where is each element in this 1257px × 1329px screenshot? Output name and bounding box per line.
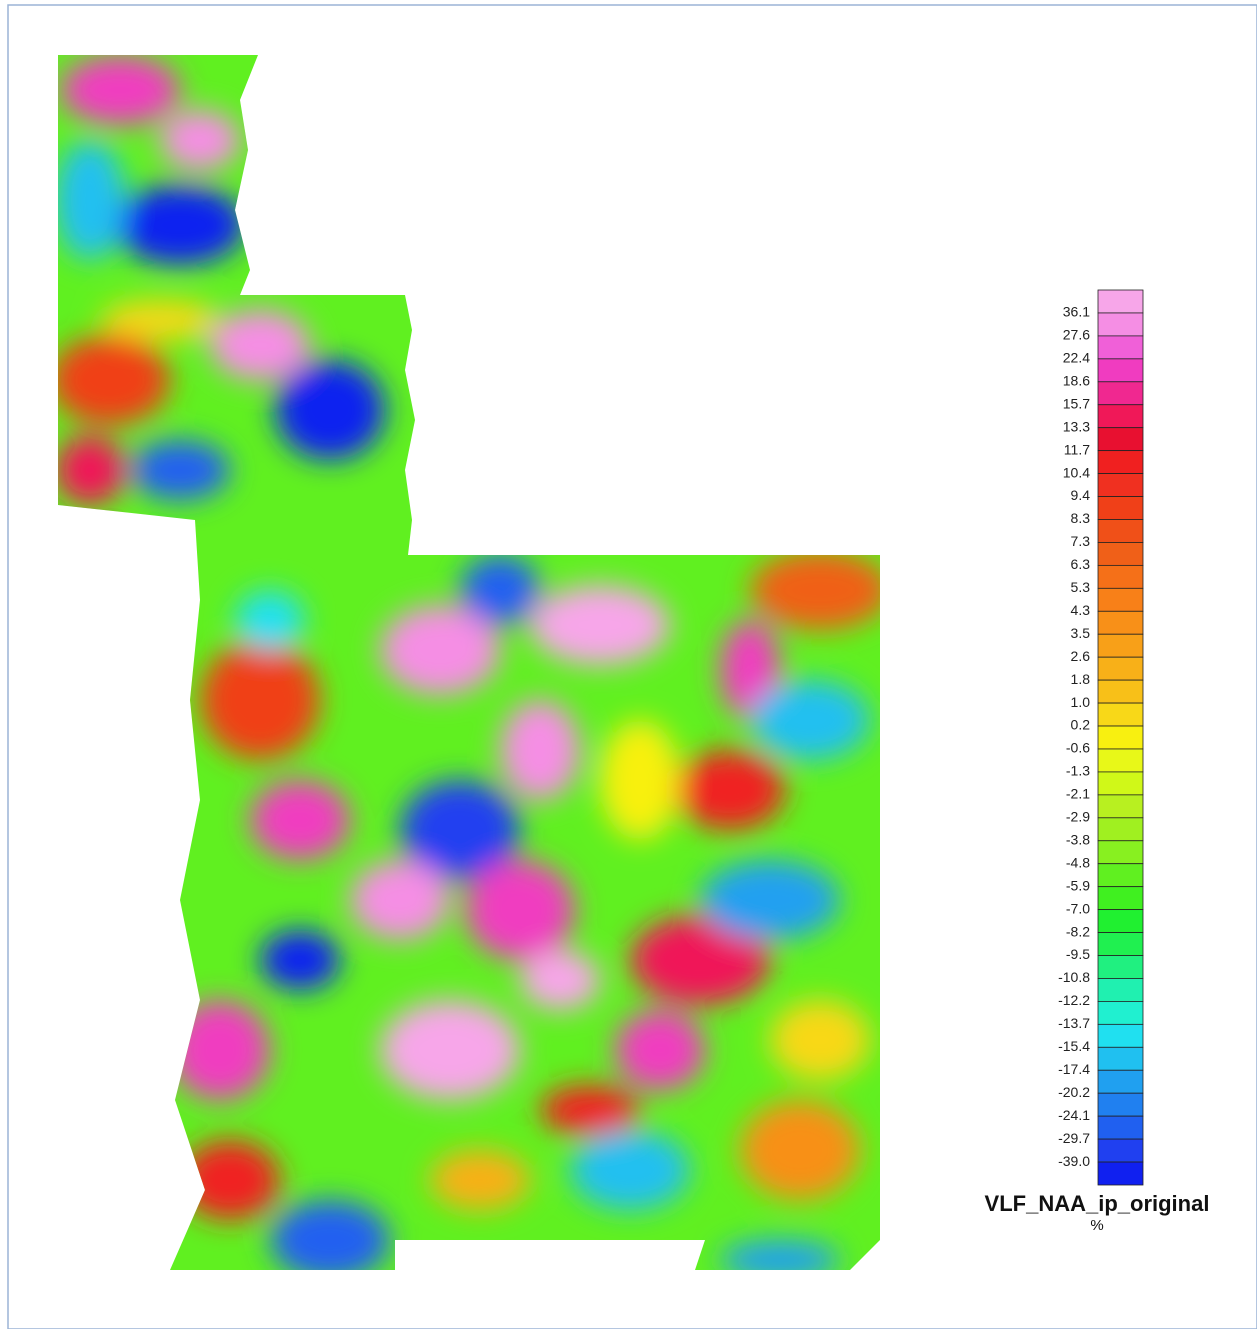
- scale-label: 0.2: [1071, 717, 1091, 733]
- scale-swatch: [1098, 451, 1143, 474]
- scale-swatch: [1098, 841, 1143, 864]
- scale-label: -0.6: [1066, 740, 1090, 756]
- scale-swatch: [1098, 1001, 1143, 1024]
- scale-label: -20.2: [1058, 1084, 1090, 1100]
- scale-label: -39.0: [1058, 1153, 1090, 1169]
- scale-swatch: [1098, 795, 1143, 818]
- scale-label: -5.9: [1066, 877, 1090, 893]
- scale-label: 22.4: [1063, 350, 1090, 366]
- scale-label: -4.8: [1066, 854, 1090, 870]
- scale-swatch: [1098, 1093, 1143, 1116]
- scale-swatch: [1098, 1070, 1143, 1093]
- scale-swatch: [1098, 359, 1143, 382]
- scale-swatch: [1098, 290, 1143, 313]
- scale-label: 15.7: [1063, 395, 1090, 411]
- scale-swatch: [1098, 405, 1143, 428]
- scale-label: 9.4: [1071, 487, 1091, 503]
- scale-label: 1.8: [1071, 671, 1091, 687]
- scale-swatch: [1098, 749, 1143, 772]
- scale-label: 18.6: [1063, 372, 1090, 388]
- scale-label: 13.3: [1063, 418, 1090, 434]
- scale-swatch: [1098, 588, 1143, 611]
- scale-label: 36.1: [1063, 304, 1090, 320]
- scale-label: -12.2: [1058, 992, 1090, 1008]
- scale-swatch: [1098, 497, 1143, 520]
- scale-swatch: [1098, 1162, 1143, 1185]
- anomaly-map: [50, 50, 890, 1280]
- scale-label: 8.3: [1071, 510, 1091, 526]
- scale-label: 1.0: [1071, 694, 1091, 710]
- scale-swatch: [1098, 519, 1143, 542]
- scale-label: 7.3: [1071, 533, 1091, 549]
- scale-swatch: [1098, 887, 1143, 910]
- scale-label: -13.7: [1058, 1015, 1090, 1031]
- scale-swatch: [1098, 680, 1143, 703]
- scale-swatch: [1098, 611, 1143, 634]
- scale-label: 10.4: [1063, 464, 1090, 480]
- scale-swatch: [1098, 864, 1143, 887]
- scale-label: -7.0: [1066, 900, 1090, 916]
- scale-swatch: [1098, 657, 1143, 680]
- scale-label: 27.6: [1063, 327, 1090, 343]
- scale-swatch: [1098, 703, 1143, 726]
- scale-swatch: [1098, 1116, 1143, 1139]
- scale-label: -3.8: [1066, 831, 1090, 847]
- scale-swatch: [1098, 313, 1143, 336]
- scale-swatch: [1098, 382, 1143, 405]
- scale-swatch: [1098, 634, 1143, 657]
- legend-title: VLF_NAA_ip_original: [985, 1191, 1210, 1216]
- scale-label: 11.7: [1064, 441, 1090, 457]
- scale-label: -9.5: [1066, 946, 1090, 962]
- legend-unit: %: [1090, 1217, 1103, 1234]
- scale-swatch: [1098, 772, 1143, 795]
- scale-label: -17.4: [1058, 1061, 1090, 1077]
- scale-swatch: [1098, 956, 1143, 979]
- scale-label: -24.1: [1058, 1107, 1090, 1123]
- scale-label: 3.5: [1071, 625, 1091, 641]
- map-view: VLF_NAA_ip_original % 36.1 27.6 22.4 18.6 15…: [0, 0, 1257, 1329]
- scale-swatch: [1098, 336, 1143, 359]
- scale-swatch: [1098, 978, 1143, 1001]
- scale-swatch: [1098, 542, 1143, 565]
- scale-label: 4.3: [1071, 602, 1091, 618]
- scale-label: 6.3: [1071, 556, 1091, 572]
- scale-swatch: [1098, 1139, 1143, 1162]
- scale-label: 2.6: [1071, 648, 1091, 664]
- scale-swatch: [1098, 818, 1143, 841]
- scale-swatch: [1098, 1047, 1143, 1070]
- scale-label: 5.3: [1071, 579, 1091, 595]
- scale-label: -2.1: [1066, 786, 1090, 802]
- scale-swatch: [1098, 565, 1143, 588]
- scale-swatch: [1098, 1024, 1143, 1047]
- scale-swatch: [1098, 428, 1143, 451]
- scale-label: -29.7: [1058, 1130, 1090, 1146]
- scale-label: -8.2: [1066, 923, 1090, 939]
- scale-label: -2.9: [1066, 809, 1090, 825]
- scale-swatch: [1098, 933, 1143, 956]
- scale-label: -10.8: [1058, 969, 1090, 985]
- scale-label: -15.4: [1058, 1038, 1090, 1054]
- color-scale: VLF_NAA_ip_original % 36.1 27.6 22.4 18.6 15…: [985, 290, 1210, 1234]
- scale-swatch: [1098, 726, 1143, 749]
- scale-swatch: [1098, 910, 1143, 933]
- scale-label: -1.3: [1066, 763, 1090, 779]
- scale-swatch: [1098, 474, 1143, 497]
